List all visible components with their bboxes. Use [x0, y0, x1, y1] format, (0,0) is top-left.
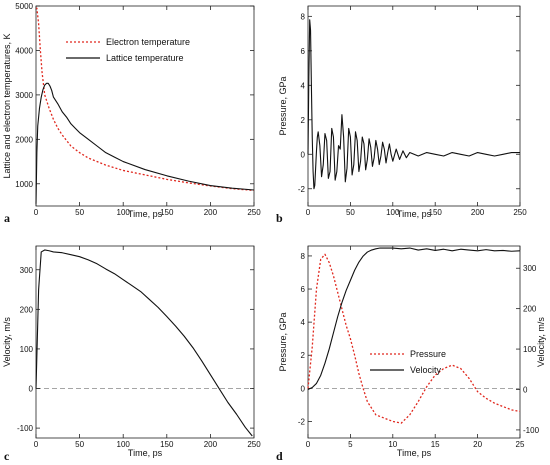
x-tick-label: 250 [513, 208, 527, 217]
x-tick-label: 200 [204, 208, 218, 217]
x-axis-label: Time, ps [397, 209, 432, 219]
series-line-data [35, 249, 253, 437]
x-tick-label: 5 [348, 440, 353, 449]
x-tick-label: 100 [117, 440, 131, 449]
panel-letter: b [276, 211, 283, 225]
x-tick-label: 150 [429, 208, 443, 217]
x-tick-label: 10 [388, 440, 397, 449]
x-axis-label: Time, ps [128, 209, 163, 219]
y-tick-label: 0 [29, 385, 34, 394]
y-tick-label: -2 [298, 417, 306, 426]
y-axis-label: Pressure, GPa [278, 312, 288, 371]
y-tick-label: 2000 [15, 135, 33, 144]
panel-a-temperatures: 0 50 100 150 200 250 1000 2000 3000 4000 5000 Time,… [2, 2, 261, 225]
series-line-pressure [307, 253, 521, 424]
plot-frame [307, 245, 521, 439]
y-axis-label: Velocity, m/s [2, 317, 12, 367]
y-right-tick-label: -100 [523, 426, 540, 435]
y-tick-label: 2 [301, 351, 306, 360]
y-right-tick-label: 300 [523, 264, 537, 273]
x-tick-label: 100 [117, 208, 131, 217]
panel-b-pressure: 0 50 100 150 200 250 -2 0 2 4 6 8 Time, ps Pressure, … [276, 5, 527, 225]
x-tick-label: 0 [34, 208, 39, 217]
plot-frame [307, 5, 521, 207]
plot-frame [35, 245, 255, 439]
y-tick-label: 8 [301, 252, 306, 261]
x-axis-label: Time, ps [397, 448, 432, 458]
x-tick-label: 150 [160, 208, 174, 217]
x-tick-label: 250 [247, 208, 261, 217]
x-tick-label: 200 [471, 208, 485, 217]
x-tick-label: 250 [247, 440, 261, 449]
panel-letter: c [4, 449, 10, 463]
y-tick-label: 6 [301, 47, 306, 56]
y-tick-label: 0 [301, 384, 306, 393]
y-right-tick-label: 200 [523, 305, 537, 314]
legend-entry: Electron temperature [106, 37, 190, 47]
y-right-tick-label: 100 [523, 345, 537, 354]
y-tick-label: 6 [301, 285, 306, 294]
y-tick-label: 5000 [15, 2, 33, 11]
y-tick-label: 0 [301, 150, 306, 159]
panel-letter: a [4, 211, 10, 225]
x-tick-label: 25 [516, 440, 525, 449]
plot-frame [35, 5, 255, 207]
x-tick-label: 150 [160, 440, 174, 449]
x-axis-label: Time, ps [128, 448, 163, 458]
y-right-tick-label: 0 [523, 385, 528, 394]
x-tick-label: 20 [473, 440, 482, 449]
y-axis-right-label: Velocity, m/s [536, 317, 546, 367]
legend-entry: Lattice temperature [106, 53, 184, 63]
panel-letter: d [276, 449, 283, 463]
y-tick-label: -2 [298, 185, 306, 194]
x-tick-label: 200 [204, 440, 218, 449]
x-tick-label: 50 [75, 440, 84, 449]
x-tick-label: 15 [431, 440, 440, 449]
x-tick-label: 100 [386, 208, 400, 217]
y-tick-label: -100 [17, 424, 34, 433]
x-tick-label: 0 [306, 440, 311, 449]
y-tick-label: 4000 [15, 46, 33, 55]
y-tick-label: 100 [20, 345, 34, 354]
y-tick-label: 1000 [15, 180, 33, 189]
x-tick-label: 0 [34, 440, 39, 449]
series-line-lattice-temperature [35, 82, 255, 204]
series-line-electron-temperature [36, 7, 255, 192]
legend-entry: Velocity [410, 365, 442, 375]
legend-entry: Pressure [410, 349, 446, 359]
panel-d-pressure-velocity: 0 5 10 15 20 25 -2 0 2 4 6 8 -100 0 100 200 300 Time, ps P… [276, 245, 546, 463]
x-tick-label: 0 [306, 208, 311, 217]
y-axis-label: Pressure, GPa [278, 76, 288, 135]
series-line-velocity [307, 247, 521, 390]
y-tick-label: 4 [301, 81, 306, 90]
y-tick-label: 300 [20, 266, 34, 275]
x-tick-label: 50 [346, 208, 355, 217]
y-axis-label: Lattice and electron temperatures, K [2, 33, 12, 178]
y-tick-label: 2 [301, 116, 306, 125]
y-tick-label: 3000 [15, 91, 33, 100]
x-tick-label: 50 [75, 208, 84, 217]
series-line-data [307, 19, 520, 190]
y-tick-label: 8 [301, 12, 306, 21]
y-tick-label: 4 [301, 318, 306, 327]
y-tick-label: 200 [20, 305, 34, 314]
